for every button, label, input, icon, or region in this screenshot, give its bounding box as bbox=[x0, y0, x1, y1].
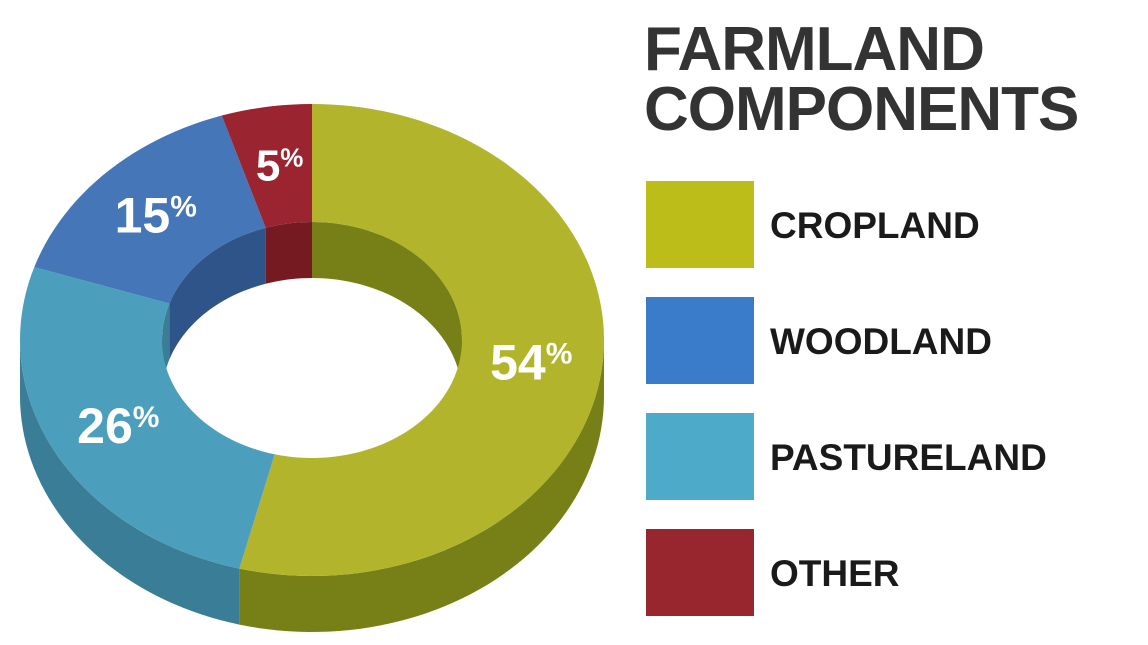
donut-sides bbox=[20, 340, 604, 632]
slice-cropland bbox=[239, 104, 604, 576]
legend-label-cropland: CROPLAND bbox=[770, 205, 980, 246]
legend-item-woodland: WOODLAND bbox=[646, 297, 1136, 384]
legend-swatch-other bbox=[646, 529, 754, 616]
value-label-other: 5% bbox=[256, 142, 304, 191]
chart-title: FARMLAND COMPONENTS bbox=[644, 15, 1079, 144]
donut-value-labels: 54% 26% 15% 5% bbox=[77, 142, 572, 454]
legend-item-other: OTHER bbox=[646, 529, 1136, 616]
legend-item-cropland: CROPLAND bbox=[646, 181, 1136, 268]
slice-pastureland bbox=[20, 267, 275, 569]
inner-wall-cropland-0 bbox=[312, 222, 462, 396]
legend-swatch-cropland bbox=[646, 181, 754, 268]
legend-swatch-pastureland bbox=[646, 413, 754, 500]
donut-chart: 54% 26% 15% 5% bbox=[20, 104, 604, 632]
value-label-pastureland: 26% bbox=[77, 398, 159, 454]
chart-title-line-2: COMPONENTS bbox=[644, 75, 1079, 144]
value-label-cropland: 54% bbox=[490, 335, 572, 391]
chart-title-line-1: FARMLAND bbox=[644, 15, 985, 84]
legend-swatch-woodland bbox=[646, 297, 754, 384]
inner-wall-woodland-1 bbox=[169, 227, 266, 360]
donut-inner-walls bbox=[162, 222, 462, 396]
legend-label-other: OTHER bbox=[770, 553, 900, 594]
slice-woodland bbox=[34, 115, 266, 304]
side-pastureland bbox=[20, 340, 240, 625]
legend: CROPLAND WOODLAND PASTURELAND OTHER bbox=[646, 181, 1136, 645]
legend-item-pastureland: PASTURELAND bbox=[646, 413, 1136, 500]
legend-label-woodland: WOODLAND bbox=[770, 321, 992, 362]
side-cropland bbox=[239, 340, 604, 632]
donut-top-faces bbox=[20, 104, 604, 576]
value-label-woodland: 15% bbox=[115, 187, 197, 243]
inner-wall-other-1 bbox=[265, 222, 312, 284]
slice-other bbox=[221, 104, 312, 228]
legend-label-pastureland: PASTURELAND bbox=[770, 437, 1047, 478]
